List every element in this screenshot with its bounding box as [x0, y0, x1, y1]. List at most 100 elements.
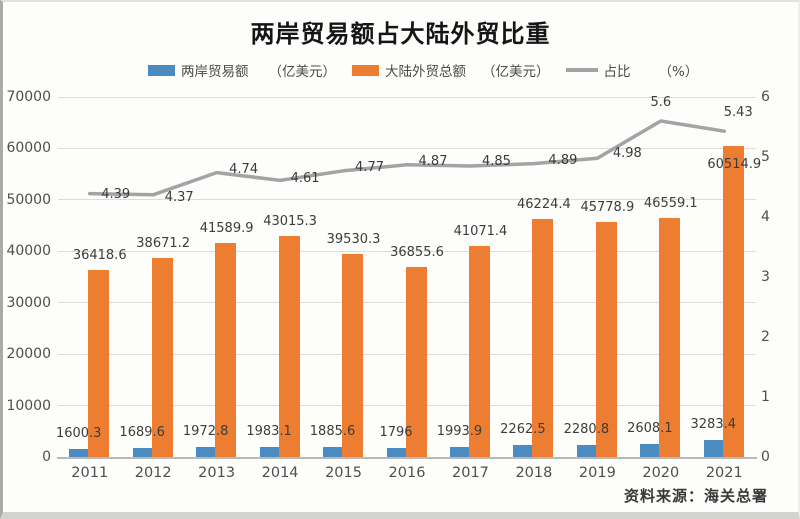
bar-cross-strait-trade — [703, 440, 723, 457]
bar-mainland-total-trade — [659, 217, 681, 457]
legend-unit-cross-strait-trade: （亿美元） — [268, 64, 337, 80]
left-axis-tick-label: 40000 — [6, 243, 51, 260]
data-label-ratio: 4.77 — [355, 159, 384, 175]
legend-label-cross-strait-trade: 两岸贸易额 — [181, 64, 249, 80]
legend-swatch-mainland-total-trade — [352, 64, 379, 76]
data-label-mainland-total-trade: 39530.3 — [326, 231, 381, 247]
right-axis-tick-label: 2 — [761, 329, 770, 345]
data-label-cross-strait-trade: 1972.8 — [182, 423, 229, 439]
data-label-mainland-total-trade: 46224.4 — [517, 197, 571, 213]
left-axis-tick-label: 10000 — [6, 397, 51, 414]
data-label-mainland-total-trade: 43015.3 — [263, 213, 317, 229]
right-axis-tick-label: 0 — [761, 449, 770, 465]
bar-cross-strait-trade — [640, 443, 660, 457]
x-axis-label: 2014 — [261, 465, 299, 481]
x-axis-label: 2015 — [325, 465, 362, 481]
bar-cross-strait-trade — [323, 447, 343, 457]
gridline — [58, 96, 756, 98]
right-axis-tick-label: 3 — [761, 269, 770, 285]
x-axis-label: 2019 — [578, 465, 616, 481]
data-label-cross-strait-trade: 1600.3 — [55, 425, 102, 441]
left-axis-tick-label: 30000 — [6, 294, 51, 311]
data-label-cross-strait-trade: 2280.8 — [563, 422, 610, 438]
chart-title: 两岸贸易额占大陆外贸比重 — [250, 20, 551, 48]
bar-cross-strait-trade — [513, 445, 533, 457]
data-label-cross-strait-trade: 2608.1 — [627, 420, 673, 436]
data-label-cross-strait-trade: 1689.6 — [119, 425, 165, 441]
bar-mainland-total-trade — [88, 269, 110, 457]
x-axis-label: 2012 — [134, 465, 172, 481]
x-axis-label: 2017 — [452, 465, 489, 481]
legend: 两岸贸易额 （亿美元） 大陆外贸总额 （亿美元） 占比 （%） — [148, 61, 699, 80]
data-label-mainland-total-trade: 41589.9 — [199, 221, 254, 237]
bar-mainland-total-trade — [595, 221, 617, 457]
data-label-ratio: 4.87 — [418, 153, 448, 169]
right-axis-tick-label: 4 — [761, 209, 770, 225]
bar-mainland-total-trade — [278, 235, 300, 457]
bar-cross-strait-trade — [449, 446, 469, 457]
bar-mainland-total-trade — [342, 253, 364, 457]
data-label-cross-strait-trade: 2262.5 — [500, 422, 546, 438]
bar-cross-strait-trade — [259, 446, 279, 457]
x-axis-label: 2011 — [71, 465, 109, 481]
data-label-mainland-total-trade: 36418.6 — [72, 247, 127, 263]
legend-unit-ratio: （%） — [658, 64, 699, 80]
data-label-ratio: 4.89 — [548, 152, 578, 168]
data-label-ratio: 5.43 — [723, 105, 753, 121]
bar-mainland-total-trade — [722, 145, 744, 457]
bar-cross-strait-trade — [69, 448, 89, 457]
x-axis-label: 2013 — [198, 465, 236, 481]
data-label-mainland-total-trade: 45778.9 — [580, 199, 635, 215]
x-axis-label: 2021 — [705, 465, 743, 481]
left-axis-tick-label: 50000 — [6, 191, 51, 208]
gridline — [58, 353, 756, 355]
x-axis-label: 2020 — [642, 465, 680, 481]
data-label-cross-strait-trade: 1796 — [379, 424, 413, 440]
gridline — [58, 302, 756, 304]
bar-mainland-total-trade — [215, 243, 237, 457]
bar-cross-strait-trade — [196, 446, 216, 457]
legend-unit-mainland-total-trade: （亿美元） — [482, 64, 550, 80]
data-label-mainland-total-trade: 46559.1 — [643, 195, 698, 211]
bar-mainland-total-trade — [151, 258, 173, 457]
left-axis-tick-label: 0 — [42, 449, 51, 465]
right-axis-tick-label: 5 — [761, 149, 770, 165]
bar-mainland-total-trade — [532, 219, 554, 457]
data-label-cross-strait-trade: 1885.6 — [309, 424, 356, 440]
gridline — [58, 250, 756, 252]
data-label-ratio: 4.37 — [164, 189, 194, 205]
legend-swatch-ratio-line — [565, 68, 598, 72]
left-axis-tick-label: 60000 — [6, 140, 51, 157]
data-label-cross-strait-trade: 1993.9 — [436, 423, 483, 439]
gridline — [58, 147, 756, 149]
data-label-ratio: 4.61 — [290, 171, 320, 187]
data-label-mainland-total-trade: 36855.6 — [390, 245, 444, 261]
data-label-mainland-total-trade: 60514.9 — [707, 156, 762, 172]
gridline — [58, 405, 756, 407]
legend-label-ratio: 占比 — [603, 64, 631, 80]
left-axis-tick-label: 20000 — [6, 346, 51, 363]
bar-cross-strait-trade — [386, 447, 406, 457]
data-label-cross-strait-trade: 3283.4 — [690, 417, 737, 433]
data-label-ratio: 5.6 — [650, 95, 672, 110]
source-note: 资料来源：海关总署 — [623, 487, 768, 505]
gridline — [58, 199, 756, 201]
data-label-cross-strait-trade: 1983.1 — [246, 423, 292, 439]
bar-cross-strait-trade — [576, 445, 596, 457]
x-axis-line — [57, 457, 757, 459]
bar-mainland-total-trade — [468, 245, 490, 457]
right-axis-tick-label: 6 — [761, 89, 770, 105]
left-axis-tick-label: 70000 — [6, 89, 51, 105]
data-label-ratio: 4.85 — [481, 154, 511, 169]
x-axis-label: 2018 — [515, 465, 553, 481]
x-axis-label: 2016 — [388, 465, 426, 481]
legend-swatch-cross-strait-trade — [148, 64, 175, 76]
data-label-ratio: 4.74 — [229, 161, 259, 177]
data-label-mainland-total-trade: 41071.4 — [453, 223, 508, 239]
data-label-ratio: 4.39 — [101, 186, 131, 202]
data-label-ratio: 4.98 — [612, 146, 642, 162]
bar-mainland-total-trade — [405, 267, 427, 457]
right-axis-tick-label: 1 — [761, 389, 770, 405]
data-label-mainland-total-trade: 38671.2 — [136, 236, 191, 252]
